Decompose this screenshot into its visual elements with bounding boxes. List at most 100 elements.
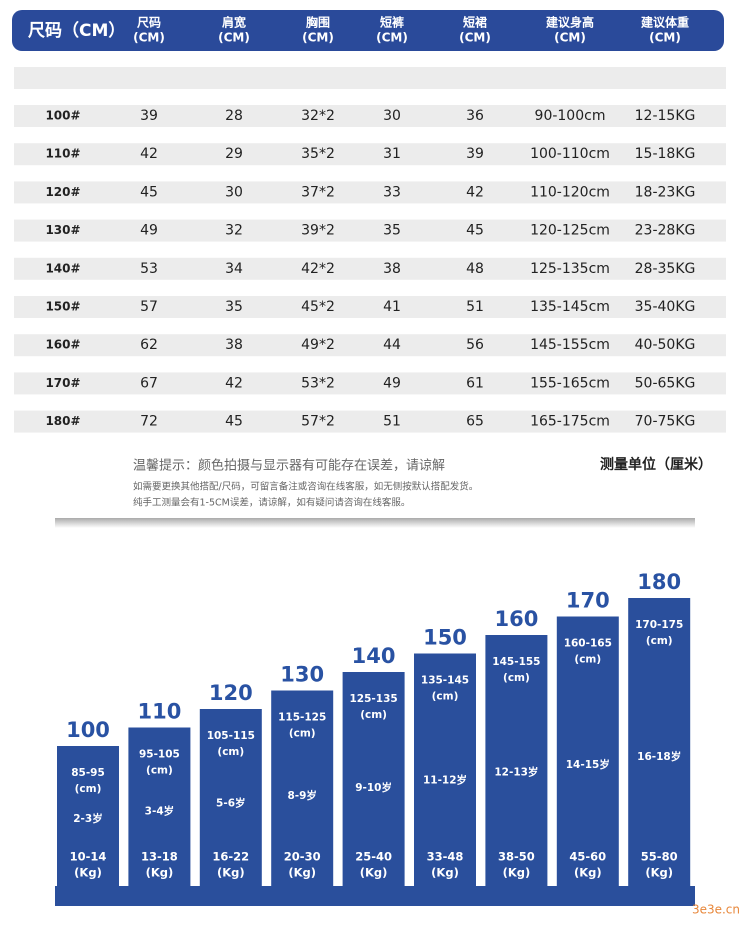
bar-size: 130 [280, 663, 324, 687]
cell: 49 [140, 223, 158, 239]
bar-height: 105-115 [207, 730, 255, 742]
cell: 57 [140, 299, 158, 315]
bar-weight-unit: (Kg) [574, 866, 602, 880]
bar-height-unit: (cm) [646, 635, 673, 647]
bar-weight: 13-18 [141, 850, 178, 864]
header-unit: (CM) [376, 31, 408, 45]
cell: 65 [466, 414, 484, 430]
cell: 62 [140, 337, 158, 353]
header-unit: (CM) [218, 31, 250, 45]
cell: 42 [140, 146, 158, 162]
bar-size: 180 [637, 570, 681, 594]
cell: 90-100cm [535, 108, 606, 124]
cell: 38 [225, 337, 243, 353]
cell: 51 [466, 299, 484, 315]
bar [57, 746, 119, 886]
note-line: 如需要更换其他搭配/尺码，可留言备注或咨询在线客服，如无侧按默认搭配发货。 [133, 481, 478, 493]
size-cell: 170# [45, 376, 80, 390]
bar-weight-unit: (Kg) [146, 866, 174, 880]
bar-height: 135-145 [421, 675, 469, 687]
cell: 32*2 [301, 108, 335, 124]
bar-weight-unit: (Kg) [431, 866, 459, 880]
cell: 53*2 [301, 375, 335, 391]
cell: 145-155cm [530, 337, 610, 353]
cell: 72 [140, 414, 158, 430]
header-name: 尺码 [137, 16, 161, 30]
bar [556, 616, 619, 886]
bar-weight-unit: (Kg) [74, 866, 102, 880]
table-row [14, 143, 726, 166]
table-row [14, 296, 726, 318]
bar [128, 727, 191, 886]
empty-row [14, 67, 726, 89]
bar-size: 140 [352, 644, 396, 668]
header-name: 肩宽 [222, 15, 246, 30]
cell: 45 [225, 414, 243, 430]
cell: 34 [225, 261, 243, 277]
bar-age: 12-13岁 [494, 766, 538, 779]
size-cell: 150# [45, 300, 80, 314]
bar-size: 170 [566, 589, 610, 613]
bar-height: 160-165 [564, 638, 612, 650]
bar-weight: 55-80 [641, 850, 678, 864]
bar-height: 170-175 [635, 619, 683, 631]
bar-age: 5-6岁 [216, 797, 245, 810]
bar [414, 653, 476, 886]
cell: 30 [225, 184, 243, 200]
cell: 37*2 [301, 184, 335, 200]
cell: 45*2 [301, 299, 335, 315]
cell: 42 [225, 375, 243, 391]
cell: 53 [140, 261, 158, 277]
bar [485, 635, 548, 886]
cell: 49 [383, 375, 401, 391]
cell: 31 [383, 146, 401, 162]
bar [271, 690, 334, 886]
cell: 165-175cm [530, 414, 610, 430]
bar-height: 115-125 [278, 712, 326, 724]
bar-age: 11-12岁 [423, 773, 467, 786]
bar-age: 16-18岁 [637, 750, 681, 763]
bar-age: 14-15岁 [566, 758, 610, 771]
table-row [14, 334, 726, 357]
bar-age: 9-10岁 [355, 781, 392, 794]
bar-height-unit: (cm) [289, 728, 316, 740]
cell: 12-15KG [635, 108, 696, 124]
cell: 23-28KG [635, 223, 696, 239]
bar-height: 125-135 [349, 693, 397, 705]
cell: 120-125cm [530, 223, 610, 239]
cell: 39 [140, 108, 158, 124]
cell: 125-135cm [530, 261, 610, 277]
cell: 38 [383, 261, 401, 277]
bar-weight: 10-14 [70, 850, 107, 864]
bar-weight: 20-30 [284, 850, 321, 864]
cell: 42 [466, 184, 484, 200]
bar [628, 598, 691, 886]
bar-height: 145-155 [492, 656, 540, 668]
table-row [14, 181, 726, 204]
cell: 28-35KG [635, 261, 696, 277]
note-line: 纯手工测量会有1-5CM误差，请谅解，如有疑问请咨询在线客服。 [133, 497, 410, 509]
bar-weight: 33-48 [427, 850, 464, 864]
header-unit: (CM) [302, 31, 334, 45]
watermark: 3e3e.cn [692, 903, 740, 917]
table-header-bg [12, 10, 724, 51]
cell: 61 [466, 375, 484, 391]
cell: 18-23KG [635, 184, 696, 200]
cell: 36 [466, 108, 484, 124]
cell: 135-145cm [530, 299, 610, 315]
bar-size: 160 [494, 607, 538, 631]
cell: 40-50KG [635, 337, 696, 353]
bar-size: 120 [209, 681, 253, 705]
tip: 温馨提示：颜色拍摄与显示器有可能存在误差，请谅解 [133, 458, 445, 474]
cell: 28 [225, 108, 243, 124]
bar-weight: 25-40 [355, 850, 392, 864]
cell: 41 [383, 299, 401, 315]
bar-age: 8-9岁 [287, 789, 316, 802]
size-cell: 140# [45, 261, 80, 275]
size-cell: 110# [45, 147, 80, 161]
bar-weight: 38-50 [498, 850, 535, 864]
bar-size: 150 [423, 626, 467, 650]
table-row [14, 219, 726, 242]
